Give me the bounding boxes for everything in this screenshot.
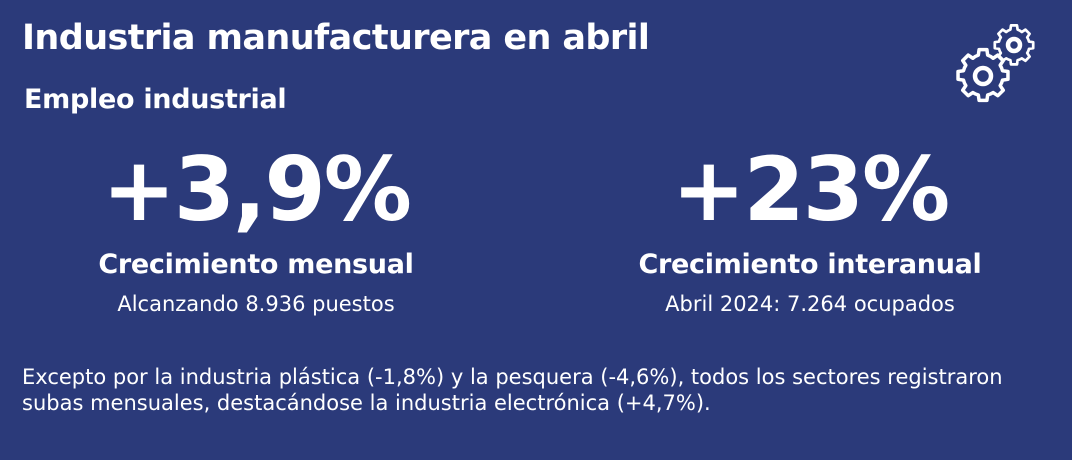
stat-description: Alcanzando 8.936 puestos [117, 292, 395, 316]
stat-yearly-growth: +23% Crecimiento interanual Abril 2024: … [580, 140, 1040, 318]
stat-description: Abril 2024: 7.264 ocupados [665, 292, 955, 316]
gears-icon [956, 24, 1035, 103]
stat-label: Crecimiento mensual [98, 249, 414, 280]
page-title: Industria manufacturera en abril [22, 18, 650, 58]
stat-value: +3,9% [102, 138, 412, 241]
footnote: Excepto por la industria plástica (-1,8%… [22, 365, 1003, 415]
stat-label: Crecimiento interanual [638, 249, 982, 280]
section-subtitle: Empleo industrial [24, 84, 287, 115]
stat-monthly-growth: +3,9% Crecimiento mensual Alcanzando 8.9… [26, 140, 486, 318]
stat-value: +23% [671, 138, 950, 241]
